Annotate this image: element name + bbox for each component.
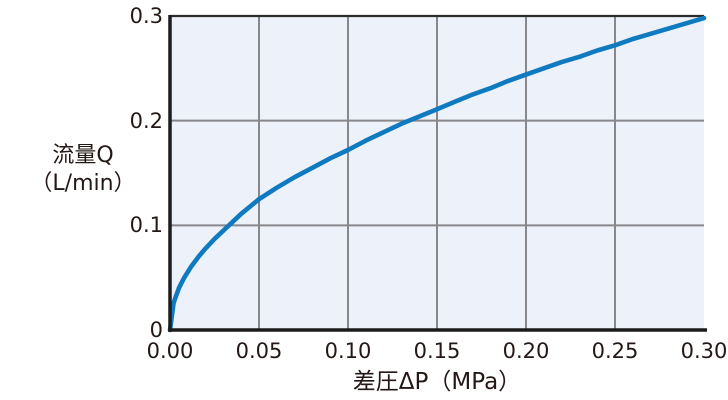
y-tick-label: 0 (149, 318, 163, 342)
x-tick-label: 0.05 (235, 339, 283, 363)
x-tick-label: 0.00 (146, 339, 194, 363)
x-tick-label: 0.10 (324, 339, 372, 363)
y-axis-title: 流量Q （L/min） (4, 142, 162, 198)
y-axis-title-line2: （L/min） (30, 171, 136, 196)
x-axis-title: 差圧ΔP（MPa） (352, 369, 522, 395)
y-tick-label: 0.1 (129, 213, 163, 238)
y-tick-label: 0.3 (129, 4, 163, 28)
x-tick-label: 0.25 (591, 339, 639, 363)
y-tick-label: 0.2 (129, 108, 163, 133)
x-tick-label: 0.30 (680, 339, 728, 363)
flow-rate-curve (167, 15, 707, 333)
y-axis-title-line1: 流量Q (52, 143, 114, 168)
x-tick-label: 0.15 (413, 339, 461, 363)
x-tick-label: 0.20 (502, 339, 550, 363)
